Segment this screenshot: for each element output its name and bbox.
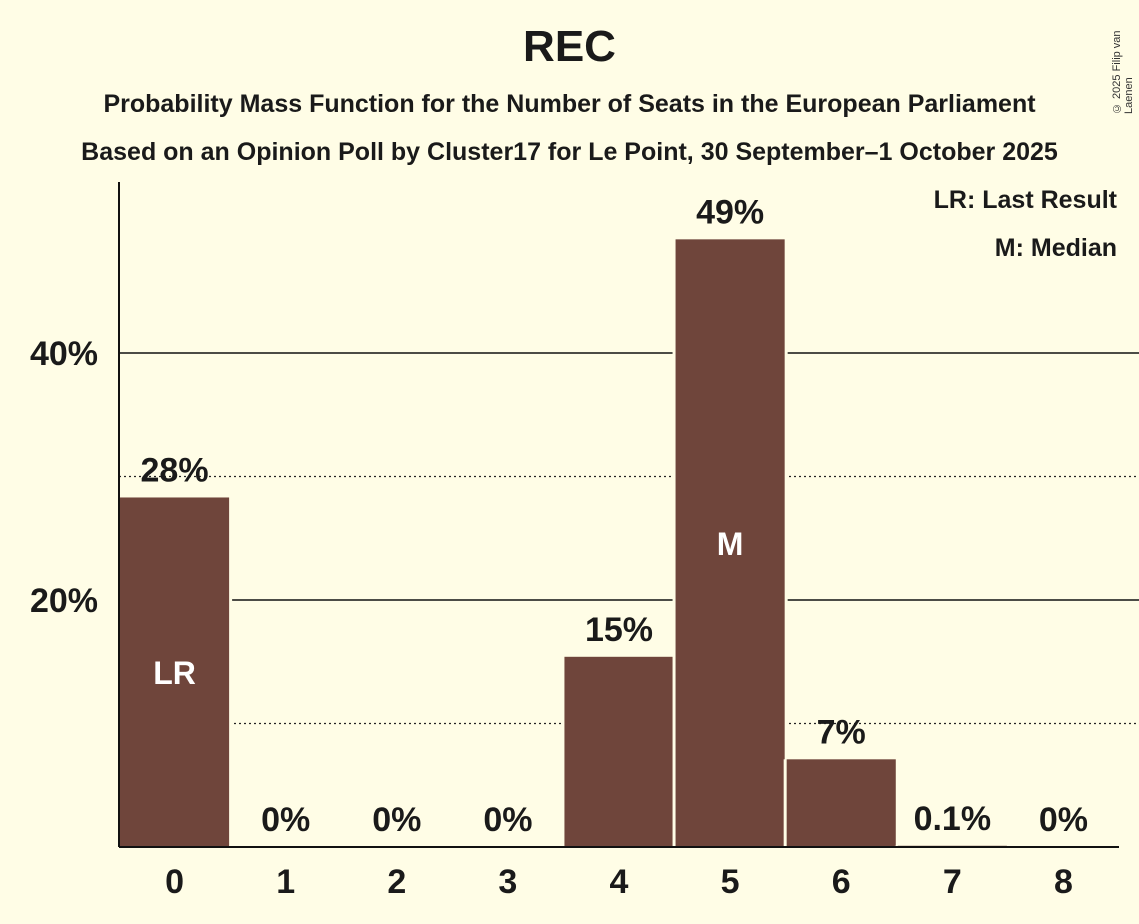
x-tick-label: 1 bbox=[276, 863, 295, 901]
bar-seats-4 bbox=[564, 656, 674, 847]
x-tick-label: 6 bbox=[832, 863, 851, 901]
data-label: 0% bbox=[372, 801, 421, 839]
x-tick-label: 4 bbox=[610, 863, 629, 901]
chart-title: REC bbox=[523, 22, 616, 71]
data-label: 28% bbox=[141, 451, 209, 489]
bar-marker-lr: LR bbox=[153, 655, 196, 691]
data-label: 49% bbox=[696, 193, 764, 231]
chart-subtitle: Probability Mass Function for the Number… bbox=[103, 90, 1036, 118]
data-label: 7% bbox=[817, 713, 866, 751]
x-tick-label: 3 bbox=[498, 863, 517, 901]
bar-seats-6 bbox=[786, 759, 896, 847]
x-tick-label: 0 bbox=[165, 863, 184, 901]
data-label: 0% bbox=[1039, 801, 1088, 839]
data-label: 0% bbox=[261, 801, 310, 839]
bar-marker-m: M bbox=[717, 526, 744, 562]
data-label: 15% bbox=[585, 611, 653, 649]
bar-seats-0 bbox=[120, 497, 230, 847]
chart-source-note: Based on an Opinion Poll by Cluster17 fo… bbox=[81, 138, 1058, 166]
data-label: 0.1% bbox=[914, 800, 992, 838]
y-tick-label: 40% bbox=[30, 335, 98, 373]
x-tick-label: 8 bbox=[1054, 863, 1073, 901]
legend-last-result: LR: Last Result bbox=[933, 186, 1117, 214]
y-tick-label: 20% bbox=[30, 582, 98, 620]
x-tick-label: 7 bbox=[943, 863, 962, 901]
bar-seats-5 bbox=[675, 239, 785, 848]
data-label: 0% bbox=[483, 801, 532, 839]
x-tick-label: 5 bbox=[721, 863, 740, 901]
x-tick-label: 2 bbox=[387, 863, 406, 901]
legend-median: M: Median bbox=[994, 234, 1117, 262]
